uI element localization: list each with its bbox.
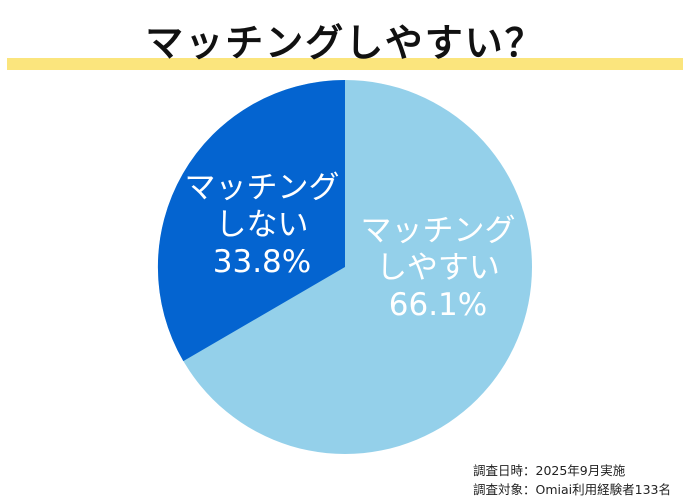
chart-title: マッチングしやすい？ [145, 21, 545, 65]
footnote-subject: 調査対象：Omiai利用経験者133名 [473, 482, 671, 497]
pie-slice-not [157, 79, 345, 362]
footnote: 調査日時：2025年9月実施 調査対象：Omiai利用経験者133名 [473, 461, 671, 499]
slice-label-easy-line2: しやすい [376, 250, 500, 286]
footnote-date: 調査日時：2025年9月実施 [473, 463, 626, 478]
slice-label-easy-line1: マッチング [360, 213, 516, 249]
slice-label-not-line1: マッチング [184, 170, 340, 206]
slice-label-not: マッチング しない 33.8% [172, 170, 352, 281]
slice-label-easy: マッチング しやすい 66.1% [348, 213, 528, 324]
slice-label-not-line2: しない [215, 207, 309, 243]
slice-label-easy-pct: 66.1% [388, 287, 488, 323]
title-highlight-bar [7, 58, 683, 70]
slice-label-not-pct: 33.8% [212, 244, 312, 280]
